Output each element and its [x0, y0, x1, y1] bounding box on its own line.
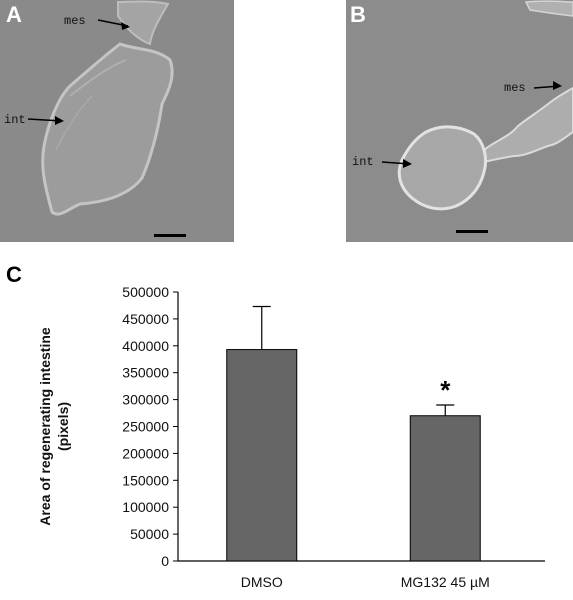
mes-label-b: mes: [504, 81, 526, 95]
x-axis-labels: DMSO MG132 45 µM: [241, 574, 490, 590]
micrograph-panel-a: mes int: [0, 0, 234, 242]
panel-letter-a: A: [6, 2, 22, 27]
bar-chart: Area of regenerating intestine (pixels) …: [37, 284, 545, 590]
scale-bar-a: [154, 234, 186, 237]
y-tick-label: 50000: [130, 526, 169, 542]
significance-asterisk: *: [440, 375, 451, 405]
y-axis-ticks: 0 50000 100000 150000 200000 250000 300000 3500…: [122, 284, 178, 569]
micrograph-b-image: mes int: [346, 0, 573, 242]
y-axis-label: Area of regenerating intestine (pixels): [37, 327, 71, 526]
x-tick-label: DMSO: [241, 574, 283, 590]
y-tick-label: 200000: [122, 445, 169, 461]
y-axis-label-line2: (pixels): [55, 402, 71, 451]
y-axis-label-line1: Area of regenerating intestine: [37, 327, 53, 526]
micrograph-panel-b: mes int: [346, 0, 573, 242]
mes-label-a: mes: [64, 14, 86, 28]
scale-bar-b: [456, 230, 488, 233]
y-tick-label: 400000: [122, 338, 169, 354]
panel-letter-b: B: [350, 2, 366, 27]
y-tick-label: 150000: [122, 472, 169, 488]
y-tick-label: 350000: [122, 365, 169, 381]
bars: *: [226, 305, 481, 562]
bar: [226, 349, 298, 562]
y-tick-label: 100000: [122, 499, 169, 515]
int-label-b: int: [352, 155, 374, 169]
y-tick-label: 500000: [122, 284, 169, 300]
y-tick-label: 0: [161, 553, 169, 569]
x-tick-label: MG132 45 µM: [401, 574, 490, 590]
int-label-a: int: [4, 113, 26, 127]
panel-letter-c: C: [6, 262, 22, 287]
micrograph-a-image: mes int: [0, 0, 234, 242]
bar: [409, 415, 481, 562]
y-tick-label: 300000: [122, 392, 169, 408]
y-tick-label: 250000: [122, 419, 169, 435]
y-tick-label: 450000: [122, 311, 169, 327]
